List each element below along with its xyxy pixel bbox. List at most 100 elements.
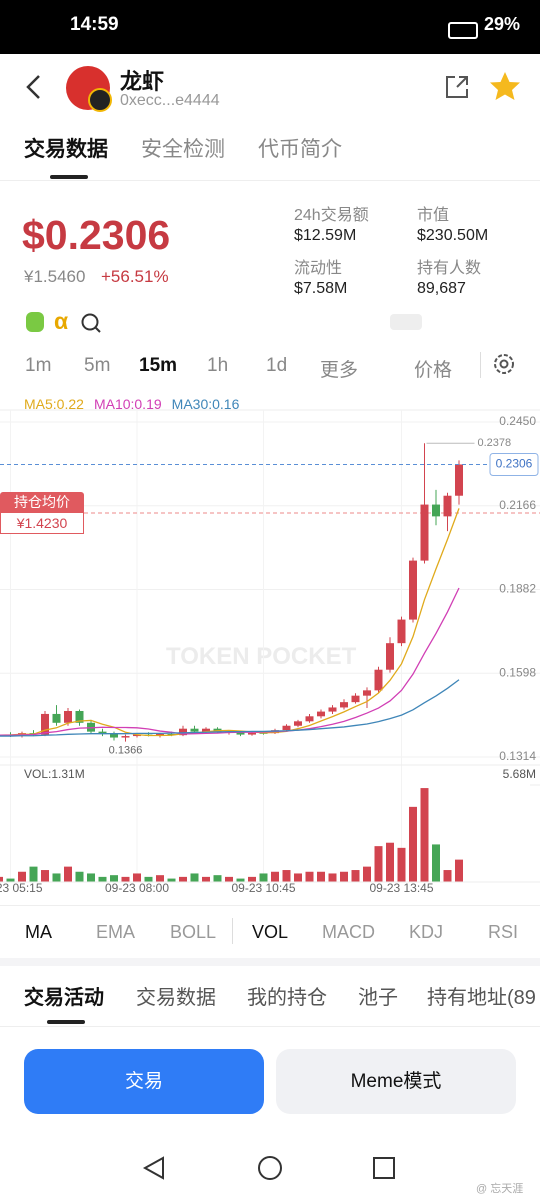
- battery-icon: [448, 22, 478, 39]
- y-tick-label: 0.1598: [499, 665, 536, 679]
- back-button[interactable]: [22, 72, 46, 102]
- volume-bar: [363, 866, 371, 882]
- legend-entry: MA30:0.16: [172, 396, 240, 412]
- volume-bar: [121, 876, 130, 882]
- settings-icon[interactable]: [492, 352, 516, 376]
- section-tab[interactable]: 我的持仓: [247, 987, 327, 1009]
- section-tab[interactable]: 交易数据: [136, 987, 216, 1009]
- volume-bar: [52, 873, 61, 882]
- candle-body: [52, 713, 61, 723]
- indicator[interactable]: RSI: [488, 922, 519, 942]
- stat-value: $7.58M: [294, 280, 348, 297]
- volume-bar: [340, 871, 348, 882]
- volume-bar: [98, 876, 107, 882]
- tab-underline: [50, 175, 88, 179]
- interval[interactable]: 5m: [84, 355, 111, 376]
- volume-bar: [409, 806, 417, 882]
- volume-label: VOL:1.31M: [24, 767, 85, 781]
- volume-bar: [0, 876, 3, 882]
- volume-bar: [87, 873, 95, 882]
- volume-bar: [455, 859, 463, 882]
- tab[interactable]: 交易数据: [24, 138, 108, 161]
- tab[interactable]: 代币简介: [258, 138, 342, 161]
- candle-body: [282, 725, 291, 731]
- stat-value: 89,687: [417, 280, 466, 297]
- section-tab[interactable]: 交易活动: [24, 987, 104, 1009]
- price-mode[interactable]: 价格: [414, 360, 453, 381]
- interval[interactable]: 1d: [266, 355, 288, 376]
- indicator[interactable]: EMA: [96, 922, 136, 942]
- volume-bar: [156, 875, 164, 882]
- share-button[interactable]: [443, 73, 471, 101]
- tab[interactable]: 安全检测: [141, 138, 225, 161]
- candle-body: [190, 728, 199, 732]
- volume-bar: [41, 870, 49, 882]
- volume-bar: [397, 847, 406, 882]
- volume-bar: [248, 876, 256, 882]
- legend-entry: MA5:0.22: [24, 396, 84, 412]
- volume-bar: [225, 876, 233, 882]
- price-usd: $0.2306: [22, 212, 171, 258]
- volume-bar: [213, 875, 222, 882]
- candle-body: [317, 711, 325, 717]
- chain-badge: [88, 88, 112, 112]
- interval[interactable]: 1h: [207, 355, 229, 376]
- candle-body: [202, 728, 210, 732]
- volume-bar: [420, 788, 429, 882]
- status-bar: 14:59 29%: [0, 0, 540, 54]
- y-tick-label: 0.1882: [499, 582, 536, 596]
- cost-badge: 持仓均价 ¥1.4230: [0, 492, 86, 536]
- candle-body: [409, 560, 417, 620]
- indicator[interactable]: MA: [25, 922, 52, 942]
- volume-bar: [271, 871, 279, 882]
- volume-bar: [179, 876, 187, 882]
- ma-line: [0, 508, 460, 737]
- interval[interactable]: 15m: [139, 355, 178, 376]
- divider: [232, 918, 233, 944]
- divider: [0, 180, 540, 181]
- volume-bar: [386, 842, 394, 882]
- indicator[interactable]: KDJ: [409, 922, 444, 942]
- indicator[interactable]: MACD: [322, 922, 375, 942]
- expand-toggle[interactable]: [390, 314, 422, 330]
- meme-mode-button[interactable]: Meme模式: [276, 1049, 516, 1114]
- alpha-tag: α: [54, 308, 69, 334]
- favorite-button[interactable]: [488, 70, 522, 102]
- candle-body: [397, 619, 406, 644]
- candle-body: [386, 643, 394, 670]
- interval[interactable]: 1m: [25, 355, 52, 376]
- candle-body: [75, 710, 84, 723]
- nav-recent[interactable]: [373, 1157, 395, 1179]
- volume-tick-label: 5.68M: [503, 767, 536, 781]
- candle-body: [432, 504, 440, 517]
- ma-line: [0, 587, 460, 736]
- stat-label: 持有人数: [417, 260, 482, 277]
- candle-body: [374, 669, 383, 691]
- candle-body: [328, 707, 337, 712]
- token-address[interactable]: 0xecc...e4444: [120, 92, 220, 109]
- volume-bar: [64, 866, 72, 882]
- stat-label: 24h交易额: [294, 207, 369, 224]
- volume-bar: [305, 871, 314, 882]
- indicator[interactable]: VOL: [252, 922, 289, 942]
- indicator[interactable]: BOLL: [170, 922, 217, 942]
- stat-label: 市值: [417, 207, 450, 224]
- y-tick-label: 0.2166: [499, 498, 536, 512]
- volume-bar: [282, 870, 291, 882]
- candle-body: [121, 736, 130, 738]
- nav-back[interactable]: [142, 1156, 164, 1180]
- candle-body: [340, 702, 348, 708]
- stat-value: $230.50M: [417, 227, 489, 244]
- kline-chart: MA5:0.22 MA10:0.19 MA30:0.16 0.2450 0.2166 0.…: [0, 396, 540, 895]
- interval-more[interactable]: 更多: [320, 360, 359, 381]
- legend-entry: MA10:0.19: [94, 396, 162, 412]
- volume-bar: [133, 873, 141, 882]
- nav-home[interactable]: [258, 1156, 282, 1180]
- volume-bar: [202, 876, 210, 882]
- section-tab[interactable]: 池子: [358, 987, 398, 1009]
- trade-button[interactable]: 交易: [24, 1049, 264, 1114]
- section-tab[interactable]: 持有地址(89: [427, 987, 536, 1009]
- section-gap: [0, 958, 540, 966]
- search-icon[interactable]: [80, 312, 102, 334]
